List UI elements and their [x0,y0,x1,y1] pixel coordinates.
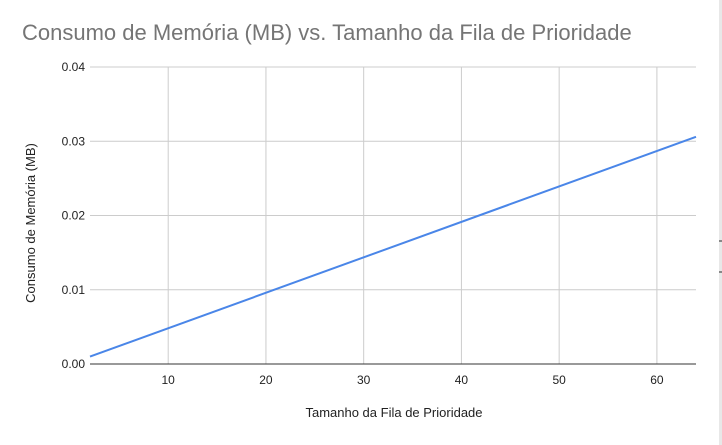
series-line [89,135,697,358]
series-group [89,135,697,358]
y-tick-label: 0.04 [62,60,86,74]
y-tick-label: 0.03 [62,134,86,148]
x-tick-label: 60 [650,373,664,387]
scrollbar-track [719,0,722,445]
y-axis-title: Consumo de Memória (MB) [23,143,38,303]
y-tick-label: 0.02 [62,209,86,223]
x-tick-label: 50 [552,373,566,387]
x-tick-label: 20 [259,373,273,387]
x-tick-label: 30 [357,373,371,387]
x-axis-title: Tamanho da Fila de Prioridade [305,405,482,420]
x-tick-label: 10 [162,373,176,387]
chart-title: Consumo de Memória (MB) vs. Tamanho da F… [22,20,632,45]
scroll-marker [719,240,722,242]
scroll-marker [719,271,722,273]
x-tick-label: 40 [455,373,469,387]
y-gridlines [90,66,696,291]
x-tick-labels: 10 20 30 40 50 60 [162,373,664,387]
y-tick-labels: 0.00 0.01 0.02 0.03 0.04 [62,60,86,371]
y-tick-label: 0.00 [62,357,86,371]
y-tick-label: 0.01 [62,283,86,297]
